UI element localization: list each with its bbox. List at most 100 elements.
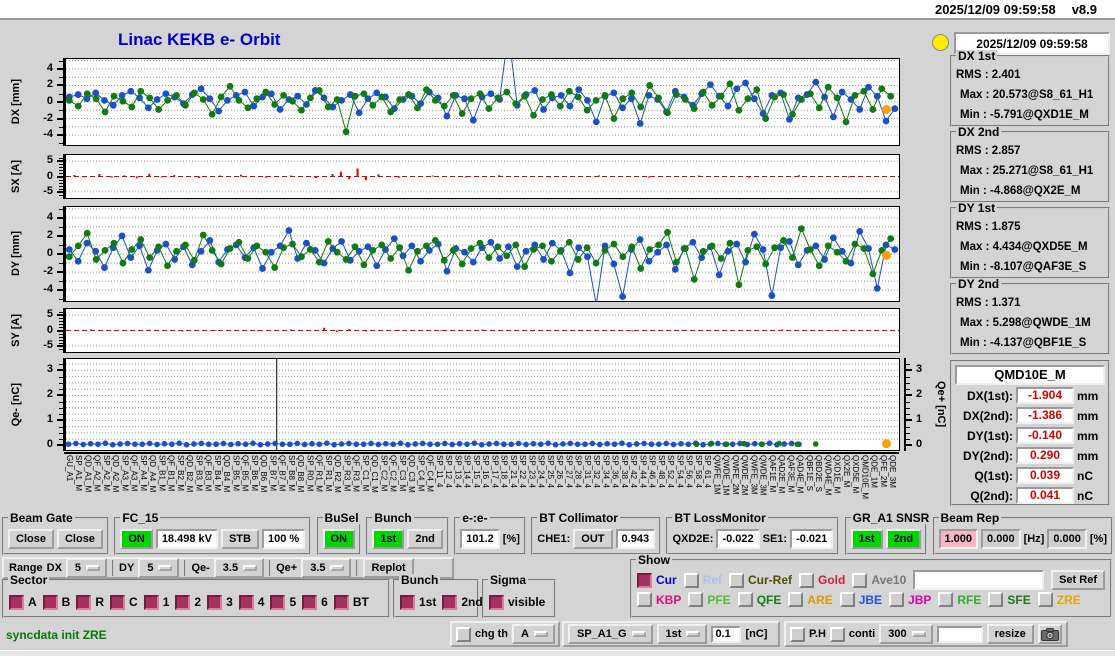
show-kbp-checkbox[interactable]: [637, 592, 652, 607]
resize-button[interactable]: resize: [986, 624, 1034, 644]
bunch-select-2nd-checkbox[interactable]: [442, 594, 458, 610]
busel-on-button[interactable]: ON: [322, 529, 356, 549]
x-label-qd-a1-m: QD_A1_M: [83, 455, 93, 493]
ref-name-input[interactable]: [913, 570, 1045, 590]
beam-gate-close-button-1[interactable]: Close: [8, 529, 54, 549]
range-qe-minus-select[interactable]: 3.5: [213, 558, 265, 578]
replot-button[interactable]: Replot: [363, 558, 414, 578]
show-cur-checkbox[interactable]: [637, 572, 652, 588]
sector-1-checkbox[interactable]: [143, 594, 159, 610]
tick-minor: [59, 244, 63, 246]
show-cur-ref[interactable]: Cur-Ref: [729, 572, 792, 588]
sector-b-checkbox[interactable]: [42, 594, 58, 610]
sector-6[interactable]: 6: [302, 594, 328, 610]
show-rfe-label: RFE: [957, 592, 982, 607]
show-cur[interactable]: Cur: [637, 572, 677, 588]
sector-r[interactable]: R: [76, 594, 104, 610]
show-zre-checkbox[interactable]: [1037, 592, 1053, 607]
beam-gate-close-button-2[interactable]: Close: [56, 529, 103, 549]
show-jbp-checkbox[interactable]: [889, 592, 905, 607]
gr-a1-2nd-button[interactable]: 2nd: [885, 529, 922, 549]
show-kbp[interactable]: KBP: [637, 592, 681, 607]
tick-q-1: 1: [916, 413, 923, 426]
bunch-order-select[interactable]: 1st: [656, 624, 708, 644]
show-rfe[interactable]: RFE: [938, 592, 981, 607]
sector-3-checkbox[interactable]: [207, 594, 223, 610]
sector-5[interactable]: 5: [270, 594, 296, 610]
sector-4-checkbox[interactable]: [238, 594, 254, 610]
bunch-select-1st-checkbox[interactable]: [400, 594, 415, 610]
tick-dx-2: 2: [46, 78, 53, 91]
chg-th-select[interactable]: A: [512, 624, 555, 644]
show-pfe-checkbox[interactable]: [688, 592, 704, 607]
status-lamp-icon: [932, 34, 949, 51]
monitor-row-dy-2nd: DY(2nd): 0.290 mm: [955, 446, 1105, 465]
sector-a[interactable]: A: [9, 594, 37, 610]
set-ref-button[interactable]: Set Ref: [1051, 570, 1105, 590]
sector-5-checkbox[interactable]: [270, 594, 286, 610]
show-are[interactable]: ARE: [788, 592, 833, 607]
bunch-select-1st[interactable]: 1st: [400, 594, 436, 610]
sigma-visible[interactable]: visible: [489, 594, 545, 610]
show-qfe-checkbox[interactable]: [737, 592, 753, 607]
x-label-qd-a4-m: QD_A4_M: [148, 455, 158, 493]
sector-c[interactable]: C: [110, 594, 138, 610]
bunch-1st-button[interactable]: 1st: [372, 529, 405, 549]
sector-bt-checkbox[interactable]: [333, 594, 349, 610]
show-ref-checkbox[interactable]: [683, 572, 699, 588]
screenshot-camera-button[interactable]: [1037, 624, 1062, 644]
show-pfe[interactable]: PFE: [688, 592, 731, 607]
show-qfe[interactable]: QFE: [737, 592, 781, 607]
x-label-qx2e-m: QX2E_M: [841, 455, 851, 488]
sector-c-checkbox[interactable]: [110, 594, 126, 610]
show-ref[interactable]: Ref: [683, 572, 722, 588]
sector-2[interactable]: 2: [175, 594, 201, 610]
sector-6-checkbox[interactable]: [302, 594, 318, 610]
show-jbe-checkbox[interactable]: [839, 592, 855, 607]
show-jbe[interactable]: JBE: [839, 592, 882, 607]
sector-bt[interactable]: BT: [333, 594, 369, 610]
show-gold-checkbox[interactable]: [799, 572, 815, 588]
show-cur-ref-checkbox[interactable]: [729, 572, 745, 588]
fc15-stb-button[interactable]: STB: [220, 529, 259, 549]
x-label-qd-b2-m: QD_B2_M: [185, 455, 195, 493]
show-are-checkbox[interactable]: [788, 592, 804, 607]
show-jbp[interactable]: JBP: [889, 592, 931, 607]
show-ave10[interactable]: Ave10: [852, 572, 906, 588]
sector-4[interactable]: 4: [238, 594, 264, 610]
sector-1[interactable]: 1: [143, 594, 169, 610]
threshold-input[interactable]: [711, 625, 742, 643]
extra-input[interactable]: [936, 625, 983, 643]
show-sfe-label: SFE: [1007, 592, 1031, 607]
show-rfe-checkbox[interactable]: [938, 592, 954, 607]
sp-select[interactable]: SP_A1_G: [568, 624, 653, 644]
conti-checkbox[interactable]: [829, 626, 845, 642]
x-label-qd-a2-m: QD_A2_M: [111, 455, 121, 493]
chg-th-checkbox[interactable]: [456, 626, 471, 642]
bunch-2nd-button[interactable]: 2nd: [407, 529, 443, 549]
show-sfe[interactable]: SFE: [988, 592, 1031, 607]
ph-checkbox[interactable]: [790, 626, 805, 642]
bunch-select-2nd[interactable]: 2nd: [442, 594, 483, 610]
sector-title: Sector: [8, 573, 50, 587]
gr-a1-1st-button[interactable]: 1st: [850, 529, 883, 549]
che1-out-button[interactable]: OUT: [573, 529, 613, 549]
y-axis-ticks-dy: 4 2 0 -2 -4: [30, 206, 65, 302]
show-sfe-checkbox[interactable]: [988, 592, 1004, 607]
sigma-visible-checkbox[interactable]: [489, 594, 504, 610]
range-qe-plus-select[interactable]: 3.5: [301, 558, 352, 578]
sector-2-checkbox[interactable]: [175, 594, 191, 610]
range-dx-select[interactable]: 5: [65, 558, 108, 578]
show-ave10-checkbox[interactable]: [852, 572, 868, 588]
range-dy-select[interactable]: 5: [138, 558, 180, 578]
x-label-qf-a2-m: QF_A2_M: [92, 455, 102, 492]
show-gold[interactable]: Gold: [799, 572, 845, 588]
sector-3[interactable]: 3: [207, 594, 233, 610]
show-zre[interactable]: ZRE: [1037, 592, 1081, 607]
sector-b[interactable]: B: [42, 594, 70, 610]
sector-a-checkbox[interactable]: [9, 594, 24, 610]
stats-group-dx-1st-title: DX 1st: [956, 49, 998, 63]
fc15-on-button[interactable]: ON: [120, 529, 153, 549]
interval-select[interactable]: 300: [879, 624, 933, 644]
sector-r-checkbox[interactable]: [76, 594, 92, 610]
